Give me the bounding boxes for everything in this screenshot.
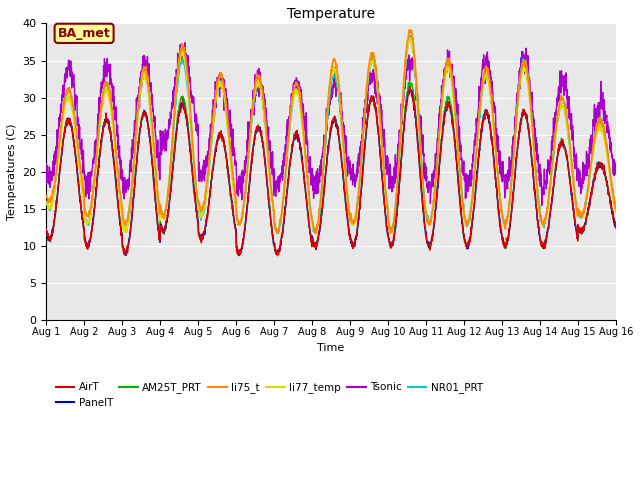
AirT xyxy=(72,152,79,158)
AM25T_PRT xyxy=(492,174,499,180)
PanelT xyxy=(305,217,312,223)
PanelT xyxy=(320,190,328,195)
li77_temp xyxy=(596,121,604,127)
NR01_PRT xyxy=(273,229,281,235)
NR01_PRT xyxy=(42,199,50,204)
Tsonic xyxy=(72,92,79,97)
li75_t xyxy=(612,204,620,209)
Tsonic xyxy=(320,145,328,151)
AirT xyxy=(235,252,243,258)
PanelT xyxy=(612,223,620,229)
AirT xyxy=(492,176,499,182)
Title: Temperature: Temperature xyxy=(287,7,375,21)
AM25T_PRT xyxy=(72,150,79,156)
li77_temp xyxy=(72,130,79,135)
PanelT xyxy=(235,253,243,259)
li77_temp xyxy=(406,35,414,41)
NR01_PRT xyxy=(612,208,620,214)
li75_t xyxy=(596,116,604,122)
li75_t xyxy=(492,143,499,148)
AM25T_PRT xyxy=(42,229,50,235)
li77_temp xyxy=(42,199,50,205)
Line: NR01_PRT: NR01_PRT xyxy=(46,36,616,232)
PanelT xyxy=(72,153,79,159)
li77_temp xyxy=(305,186,312,192)
NR01_PRT xyxy=(72,125,79,131)
AM25T_PRT xyxy=(320,195,328,201)
AirT xyxy=(612,225,620,231)
AirT xyxy=(406,83,413,89)
Tsonic xyxy=(181,40,189,46)
AirT xyxy=(42,227,50,232)
Y-axis label: Temperatures (C): Temperatures (C) xyxy=(7,123,17,220)
AirT xyxy=(596,162,604,168)
AM25T_PRT xyxy=(612,225,620,231)
li77_temp xyxy=(387,230,395,236)
Text: BA_met: BA_met xyxy=(58,27,111,40)
Tsonic xyxy=(492,109,499,115)
PanelT xyxy=(596,162,604,168)
PanelT xyxy=(596,165,604,171)
li75_t xyxy=(596,119,604,125)
Tsonic xyxy=(42,161,50,167)
NR01_PRT xyxy=(305,185,312,191)
li75_t xyxy=(320,158,328,164)
Tsonic xyxy=(305,158,312,164)
Tsonic xyxy=(596,121,604,127)
PanelT xyxy=(406,85,413,91)
li77_temp xyxy=(492,148,499,154)
li75_t xyxy=(274,231,282,237)
AirT xyxy=(596,161,604,167)
Line: li77_temp: li77_temp xyxy=(46,38,616,233)
Line: AirT: AirT xyxy=(46,86,616,255)
NR01_PRT xyxy=(596,116,604,122)
NR01_PRT xyxy=(406,33,413,38)
li75_t xyxy=(305,185,312,191)
PanelT xyxy=(42,228,50,234)
Legend: AirT, PanelT, AM25T_PRT, li75_t, li77_temp, Tsonic, NR01_PRT: AirT, PanelT, AM25T_PRT, li75_t, li77_te… xyxy=(52,378,487,412)
li75_t xyxy=(406,27,413,33)
Line: PanelT: PanelT xyxy=(46,88,616,256)
Line: li75_t: li75_t xyxy=(46,30,616,234)
li77_temp xyxy=(612,207,620,213)
NR01_PRT xyxy=(596,116,604,121)
AM25T_PRT xyxy=(596,161,604,167)
PanelT xyxy=(492,174,499,180)
AirT xyxy=(305,215,312,220)
X-axis label: Time: Time xyxy=(317,343,345,353)
Tsonic xyxy=(612,168,620,173)
AM25T_PRT xyxy=(596,164,604,169)
li77_temp xyxy=(596,121,604,127)
Line: Tsonic: Tsonic xyxy=(46,43,616,205)
li75_t xyxy=(42,192,50,198)
NR01_PRT xyxy=(320,165,328,171)
li77_temp xyxy=(319,165,327,171)
AM25T_PRT xyxy=(273,253,281,259)
AM25T_PRT xyxy=(305,214,312,220)
li75_t xyxy=(72,121,79,127)
Tsonic xyxy=(596,99,604,105)
AirT xyxy=(320,193,328,199)
Line: AM25T_PRT: AM25T_PRT xyxy=(46,82,616,256)
NR01_PRT xyxy=(492,144,499,150)
Tsonic xyxy=(538,203,546,208)
AM25T_PRT xyxy=(406,79,413,85)
